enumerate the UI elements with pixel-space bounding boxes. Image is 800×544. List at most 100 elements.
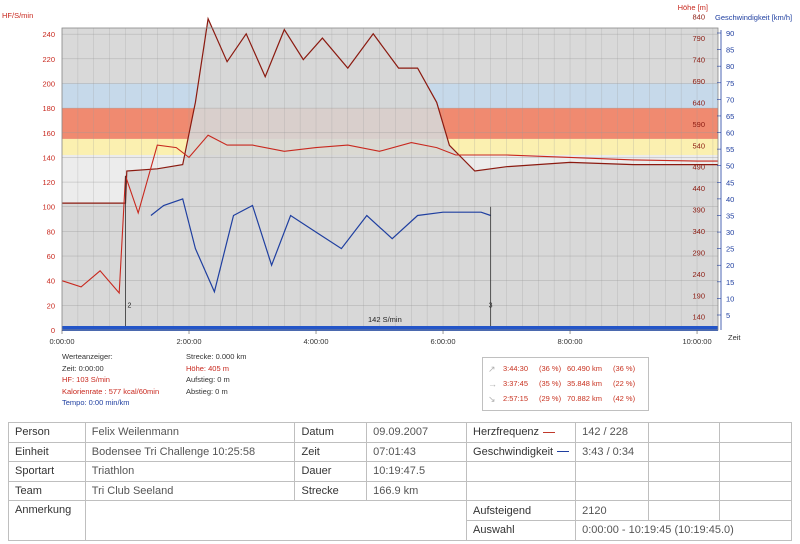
hf-legend-line-icon — [543, 431, 556, 433]
speed-line — [150, 198, 491, 294]
summary-distance-pct: (22 %) — [613, 379, 636, 388]
empty-cell — [718, 480, 793, 502]
x-tick-label: 8:00:00 — [558, 337, 583, 346]
chart-area[interactable]: 2 3 142 S/min HF/S/min 0 20 40 60 80 100 120 140 160… — [0, 0, 800, 350]
unit-label: Einheit — [8, 441, 86, 463]
date-value: 09.09.2007 — [366, 422, 468, 443]
speed-tick-label: 65 — [726, 112, 734, 121]
value-time: Zeit: 0:00:00 — [62, 363, 104, 373]
speed-tick-label: 75 — [726, 79, 734, 88]
speed-tick-label: 90 — [726, 29, 734, 38]
x-tick-label: 6:00:00 — [431, 337, 456, 346]
arrow-up-right-icon: ↗ — [488, 364, 496, 374]
empty-cell — [647, 500, 720, 521]
ascent-label: Aufsteigend — [466, 500, 577, 521]
value-altitude: Höhe: 405 m — [186, 363, 229, 373]
speed-tick-label: 5 — [726, 311, 730, 320]
distance-value: 166.9 km — [366, 480, 468, 502]
empty-cell — [718, 441, 793, 463]
duration-label: Dauer — [294, 461, 368, 482]
summary-time-pct: (36 %) — [539, 364, 562, 373]
value-display-panel-2: Strecke: 0.000 km Höhe: 405 m Aufstieg: … — [186, 351, 246, 397]
altitude-tick-label: 840 — [692, 13, 705, 22]
altitude-tick-label: 490 — [692, 163, 705, 172]
ascent-value: 2120 — [575, 500, 649, 521]
x-tick-label: 0:00:00 — [49, 337, 74, 346]
y-tick-label: 140 — [42, 153, 55, 162]
y-tick-label: 60 — [47, 252, 55, 261]
table-row: Einheit Bodensee Tri Challenge 10:25:58 … — [8, 441, 793, 463]
altitude-tick-label: 140 — [692, 313, 705, 322]
empty-cell — [647, 422, 720, 443]
y-tick-label: 120 — [42, 178, 55, 187]
speed-tick-label: 25 — [726, 245, 734, 254]
summary-distance: 70.882 km — [567, 394, 603, 403]
speed-tick-label: 50 — [726, 162, 734, 171]
marker-label: 3 — [489, 302, 493, 309]
summary-time-pct: (29 %) — [539, 394, 562, 403]
selection-bar — [62, 326, 718, 331]
empty-cell — [718, 422, 793, 443]
workout-info-table: Person Felix Weilenmann Datum 09.09.2007… — [8, 422, 793, 541]
altitude-tick-label: 590 — [692, 120, 705, 129]
value-distance: Strecke: 0.000 km — [186, 352, 247, 361]
date-label: Datum — [294, 422, 368, 443]
heart-rate-line — [61, 134, 718, 295]
value-display-title: Werteanzeiger: — [62, 352, 113, 361]
altitude-tick-label: 540 — [692, 141, 705, 150]
empty-cell — [647, 441, 720, 463]
speed-tick-label: 45 — [726, 178, 734, 187]
summary-time: 3:44:30 — [503, 364, 529, 373]
empty-cell — [466, 480, 577, 502]
empty-cell — [647, 461, 720, 482]
empty-cell — [647, 480, 720, 502]
table-row: Team Tri Club Seeland Strecke 166.9 km — [8, 480, 793, 502]
arrow-right-icon: → — [488, 379, 497, 389]
altitude-line — [62, 16, 718, 204]
empty-cell — [718, 461, 793, 482]
y-tick-label: 20 — [47, 301, 55, 310]
value-tempo: Tempo: 0:00 min/km — [62, 398, 130, 407]
workout-chart[interactable]: 2 3 142 S/min HF/S/min 0 20 40 60 80 100 120 140 160… — [0, 0, 800, 350]
speed-tick-label: 15 — [726, 278, 734, 287]
duration-value: 10:19:47.5 — [366, 461, 468, 482]
left-axis-title: HF/S/min — [2, 11, 33, 20]
summary-time: 3:37:45 — [503, 379, 529, 388]
speed-tick-label: 80 — [726, 62, 734, 71]
x-tick-label: 4:00:00 — [304, 337, 329, 346]
empty-cell — [575, 480, 649, 502]
arrow-down-right-icon: ↘ — [488, 394, 496, 404]
hf-legend-cell[interactable]: Herzfrequenz — [466, 422, 577, 443]
speed-tick-label: 30 — [726, 228, 734, 237]
summary-distance-pct: (42 %) — [613, 394, 636, 403]
empty-cell — [466, 461, 577, 482]
slope-summary-box: ↗ 3:44:30 (36 %) 60.490 km (36 %) → 3:37… — [482, 357, 649, 411]
note-value[interactable] — [84, 500, 468, 541]
speed-legend-cell[interactable]: Geschwindigkeit — [466, 441, 577, 463]
speed-tick-label: 40 — [726, 195, 734, 204]
summary-distance-pct: (36 %) — [613, 364, 636, 373]
summary-distance: 60.490 km — [567, 364, 603, 373]
altitude-tick-label: 440 — [692, 184, 705, 193]
value-display-panel: Werteanzeiger: Zeit: 0:00:00 HF: 103 S/m… — [62, 351, 159, 409]
x-tick-label: 10:00:00 — [682, 337, 711, 346]
table-row: Person Felix Weilenmann Datum 09.09.2007… — [8, 422, 793, 443]
marker-label: 2 — [128, 302, 132, 309]
summary-row-down: ↘ 2:57:15 (29 %) 70.882 km (42 %) — [483, 392, 648, 406]
speed-tick-label: 85 — [726, 46, 734, 55]
empty-cell — [718, 500, 793, 521]
y-tick-label: 180 — [42, 104, 55, 113]
speed-tick-label: 55 — [726, 145, 734, 154]
speed-value: 3:43 / 0:34 — [575, 441, 649, 463]
y-tick-label: 100 — [42, 203, 55, 212]
altitude-tick-label: 390 — [692, 206, 705, 215]
altitude-tick-label: 640 — [692, 98, 705, 107]
speed-axis-title: Geschwindigkeit [km/h] — [715, 13, 792, 22]
value-descent: Abstieg: 0 m — [186, 386, 228, 396]
summary-row-flat: → 3:37:45 (35 %) 35.848 km (22 %) — [483, 377, 648, 391]
selection-label: Auswahl — [466, 519, 577, 541]
speed-tick-label: 35 — [726, 211, 734, 220]
altitude-tick-label: 190 — [692, 291, 705, 300]
value-calorie-rate: Kalorienrate : 577 kcal/60min — [62, 386, 160, 396]
y-tick-label: 200 — [42, 79, 55, 88]
